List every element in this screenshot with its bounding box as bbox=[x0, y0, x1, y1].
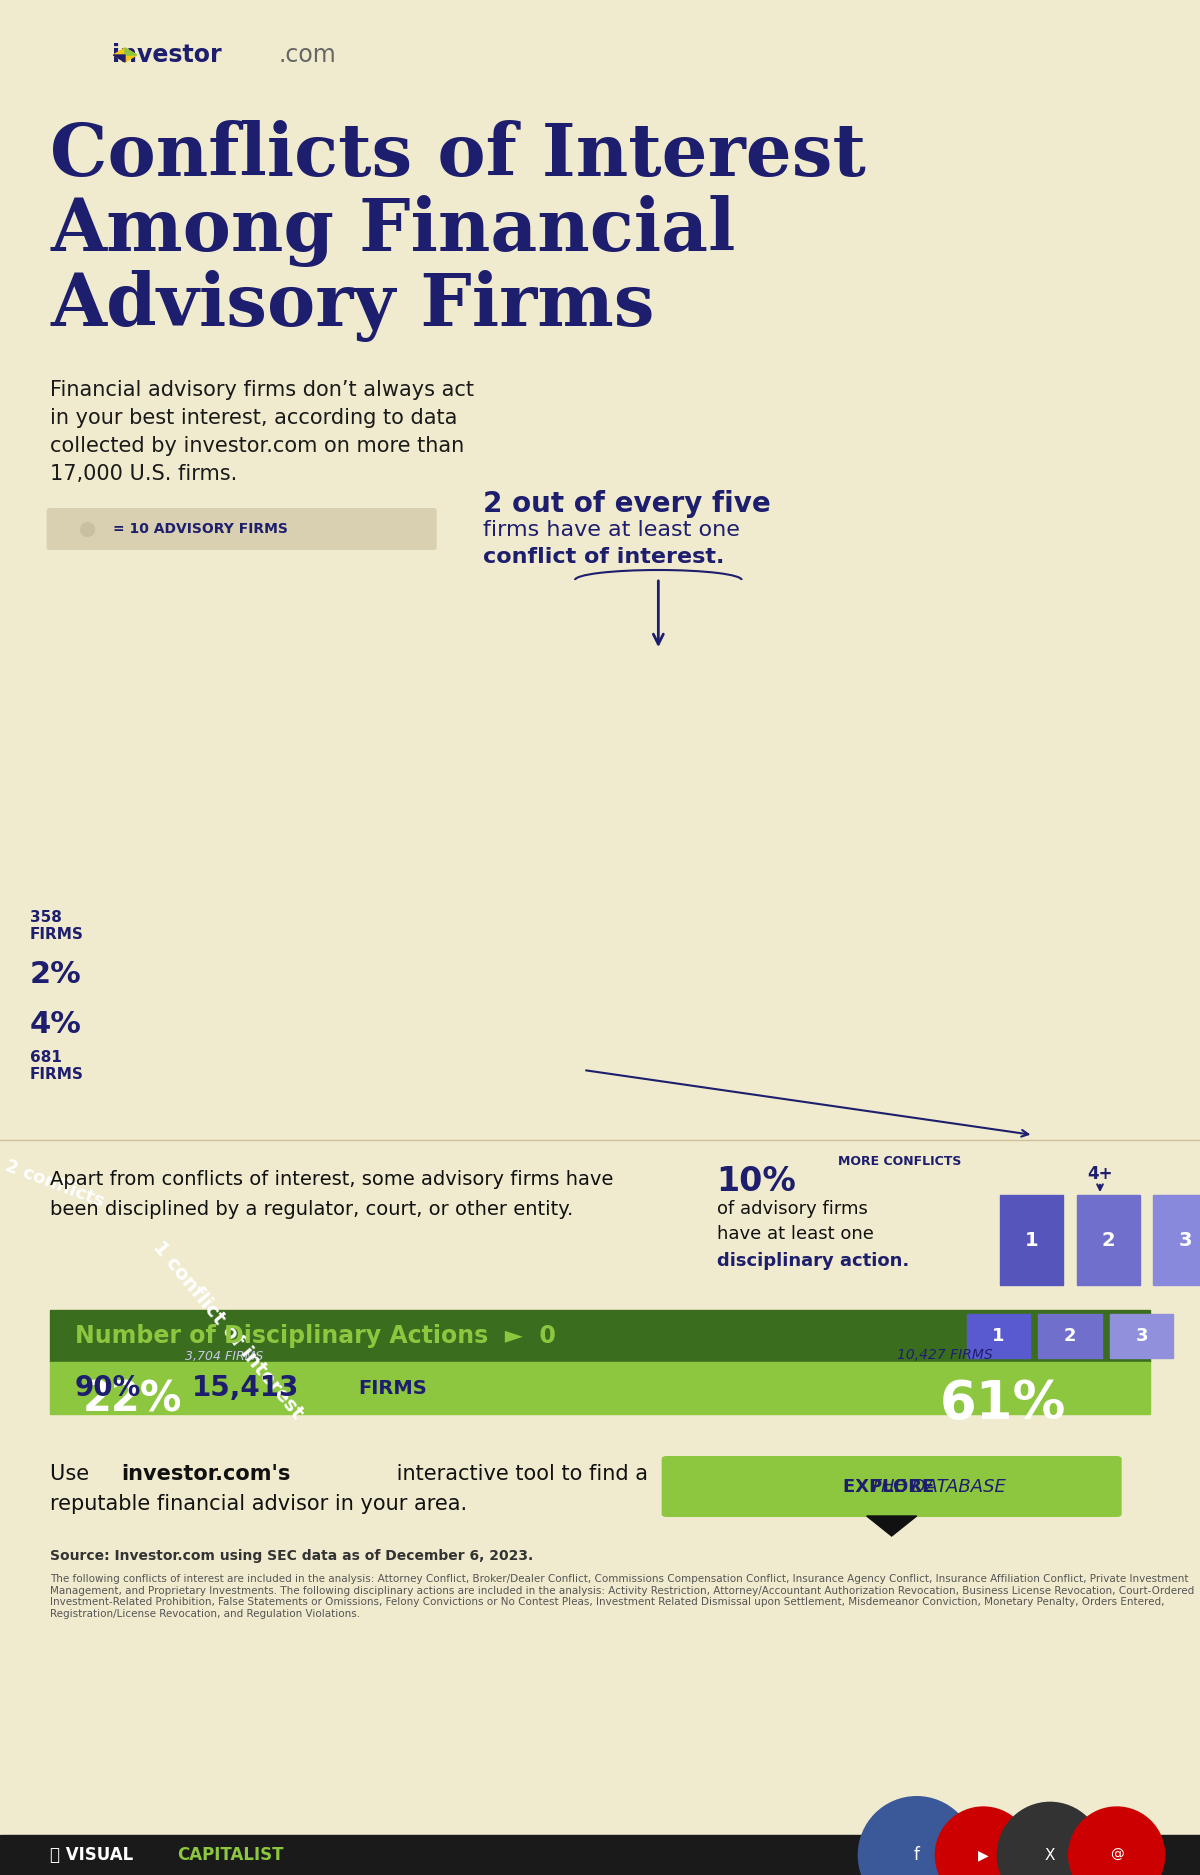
Bar bbox=[1153, 1194, 1200, 1284]
Text: 681
FIRMS: 681 FIRMS bbox=[30, 1050, 84, 1082]
Text: in your best interest, according to data: in your best interest, according to data bbox=[50, 409, 457, 428]
Text: 358
FIRMS: 358 FIRMS bbox=[30, 909, 84, 943]
Text: 10%: 10% bbox=[716, 1164, 797, 1198]
Text: disciplinary action.: disciplinary action. bbox=[716, 1252, 908, 1269]
Text: reputable financial advisor in your area.: reputable financial advisor in your area… bbox=[50, 1494, 467, 1513]
Bar bbox=[1038, 1314, 1102, 1358]
Text: f: f bbox=[913, 1847, 919, 1864]
Text: Use: Use bbox=[50, 1464, 96, 1483]
Text: 2%: 2% bbox=[30, 960, 82, 988]
Text: Source: Investor.com using SEC data as of December 6, 2023.: Source: Investor.com using SEC data as o… bbox=[50, 1549, 533, 1564]
Text: X: X bbox=[1045, 1847, 1055, 1862]
Text: 2 conflicts: 2 conflicts bbox=[2, 1157, 107, 1211]
Text: 3: 3 bbox=[1178, 1230, 1192, 1249]
Bar bbox=[0, 1059, 1200, 1731]
Text: 4+: 4+ bbox=[1087, 1164, 1112, 1183]
Text: @: @ bbox=[1110, 1849, 1123, 1862]
Text: The following conflicts of interest are included in the analysis: Attorney Confl: The following conflicts of interest are … bbox=[50, 1573, 1194, 1618]
Text: 17,000 U.S. firms.: 17,000 U.S. firms. bbox=[50, 463, 238, 484]
Text: investor: investor bbox=[112, 43, 222, 68]
FancyBboxPatch shape bbox=[47, 508, 437, 549]
Polygon shape bbox=[866, 1517, 917, 1536]
Text: collected by investor.com on more than: collected by investor.com on more than bbox=[50, 437, 464, 456]
Text: = 10 ADVISORY FIRMS: = 10 ADVISORY FIRMS bbox=[113, 521, 288, 536]
Text: ⦿ VISUAL: ⦿ VISUAL bbox=[50, 1847, 133, 1864]
Text: of advisory firms: of advisory firms bbox=[716, 1200, 868, 1219]
FancyBboxPatch shape bbox=[661, 1457, 1122, 1517]
Text: 1: 1 bbox=[1025, 1230, 1038, 1249]
Text: 10,427 FIRMS: 10,427 FIRMS bbox=[898, 1348, 992, 1361]
Text: EXPLORE: EXPLORE bbox=[842, 1478, 941, 1496]
Text: THE DATABASE: THE DATABASE bbox=[870, 1478, 1007, 1496]
Text: firms have at least one: firms have at least one bbox=[484, 519, 740, 540]
Polygon shape bbox=[113, 54, 125, 62]
Bar bbox=[50, 1361, 1150, 1414]
Text: MORE CONFLICTS: MORE CONFLICTS bbox=[839, 1155, 961, 1168]
Wedge shape bbox=[0, 1074, 240, 1176]
Bar bbox=[967, 1314, 1030, 1358]
Text: 3,704 FIRMS: 3,704 FIRMS bbox=[185, 1350, 264, 1363]
Text: 1 conflict of interest: 1 conflict of interest bbox=[149, 1238, 307, 1423]
Text: 3: 3 bbox=[1135, 1328, 1148, 1344]
Text: 61%: 61% bbox=[940, 1378, 1066, 1429]
Text: 4%: 4% bbox=[30, 1011, 82, 1039]
Text: Among Financial: Among Financial bbox=[50, 195, 736, 266]
Polygon shape bbox=[125, 49, 137, 54]
Wedge shape bbox=[250, 1059, 1200, 1680]
Text: 2: 2 bbox=[1063, 1328, 1076, 1344]
Text: conflict of interest.: conflict of interest. bbox=[484, 548, 725, 566]
Text: 22%: 22% bbox=[83, 1378, 182, 1419]
Circle shape bbox=[236, 842, 964, 1279]
Text: 2 out of every five: 2 out of every five bbox=[484, 489, 772, 518]
Polygon shape bbox=[113, 49, 137, 62]
Text: 90%: 90% bbox=[74, 1374, 142, 1402]
Text: FIRMS: FIRMS bbox=[359, 1378, 427, 1397]
Text: have at least one: have at least one bbox=[716, 1224, 874, 1243]
Text: investor.com's: investor.com's bbox=[121, 1464, 292, 1483]
Text: ▶: ▶ bbox=[978, 1849, 989, 1862]
Text: interactive tool to find a: interactive tool to find a bbox=[390, 1464, 648, 1483]
Text: 1: 1 bbox=[992, 1328, 1004, 1344]
Wedge shape bbox=[0, 1101, 284, 1376]
Bar bbox=[1076, 1194, 1140, 1284]
Text: 2: 2 bbox=[1102, 1230, 1115, 1249]
Text: Conflicts of Interest: Conflicts of Interest bbox=[50, 120, 866, 191]
Text: been disciplined by a regulator, court, or other entity.: been disciplined by a regulator, court, … bbox=[50, 1200, 574, 1219]
Wedge shape bbox=[0, 1059, 234, 1099]
Text: 15,413: 15,413 bbox=[192, 1374, 299, 1402]
Text: Advisory Firms: Advisory Firms bbox=[50, 270, 654, 341]
Wedge shape bbox=[0, 1172, 475, 1642]
Bar bbox=[1110, 1314, 1174, 1358]
Bar bbox=[50, 1311, 1150, 1361]
Text: Apart from conflicts of interest, some advisory firms have: Apart from conflicts of interest, some a… bbox=[50, 1170, 613, 1189]
Text: Number of Disciplinary Actions  ►  0: Number of Disciplinary Actions ► 0 bbox=[74, 1324, 556, 1348]
Text: Financial advisory firms don’t always act: Financial advisory firms don’t always ac… bbox=[50, 381, 474, 399]
Text: CAPITALIST: CAPITALIST bbox=[176, 1847, 283, 1864]
Bar bbox=[1000, 1194, 1063, 1284]
Bar bbox=[0, 1836, 1200, 1875]
Text: .com: .com bbox=[278, 43, 336, 68]
